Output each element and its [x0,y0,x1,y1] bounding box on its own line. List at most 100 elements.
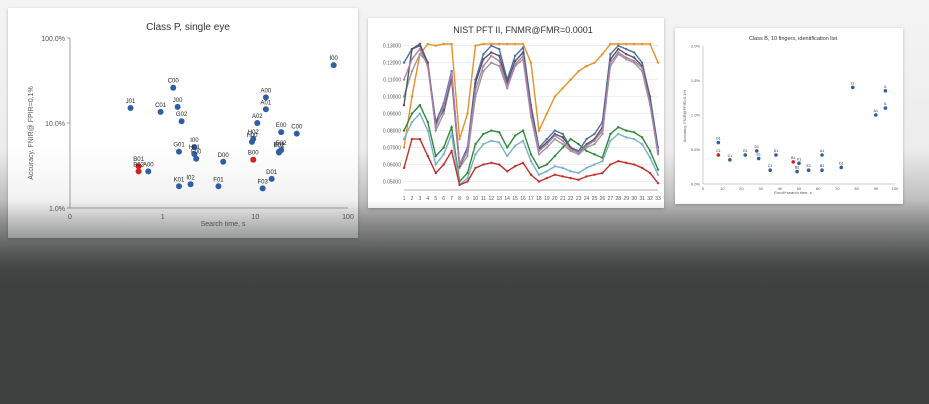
series-point [656,61,660,64]
data-point [330,62,337,69]
data-point [187,181,194,188]
point-label: H00 [246,133,258,139]
data-point [716,153,721,157]
series-point [442,146,445,149]
x-tick-label: 2 [411,196,414,202]
series-point [418,42,422,46]
x-tick-label: 29 [623,196,629,202]
series-point [585,64,588,68]
series-point [609,52,612,56]
x-tick-label: 1 [161,214,165,221]
data-point [135,168,142,175]
y-axis-label: Accuracy, FNIR@ FPIR=0.1% [28,86,35,180]
chart-title: NIST PFT II, FNMR@FMR=0.0001 [453,25,593,35]
series-point [529,159,533,163]
data-point [175,148,182,155]
series-point [569,148,572,151]
series-point [545,112,549,115]
series-point [577,171,580,175]
y-tick-label: 0.12000 [383,61,401,67]
series-point [505,42,509,46]
x-axis-label: Search time, s [201,221,246,228]
data-point [883,89,888,93]
series-point [490,51,493,54]
data-point [820,153,824,157]
series-point [632,51,636,54]
series-point [625,42,628,46]
series-point [553,173,557,176]
data-point [756,156,761,161]
series-point [561,86,564,90]
point-label: A00 [143,162,154,168]
series-point [402,61,406,64]
series-point [609,132,612,136]
series-point [632,56,636,59]
point-label: H01 [189,145,201,151]
series-point [609,61,612,64]
series-point [561,139,564,142]
series-point [466,180,469,183]
series-point [609,58,612,61]
point-label: B01 [133,157,144,163]
series-point [577,178,580,182]
series-point [609,42,612,46]
series-point [458,163,461,166]
x-tick-label: 11 [481,196,486,202]
x-tick-label: 7 [450,196,453,202]
point-label: C1 [716,149,721,153]
series-point [593,132,596,136]
series-point [609,163,612,166]
series-point [498,163,501,166]
series-point [648,156,652,159]
series-point [482,69,485,73]
y-axis-label: Accuracy, FNIR@FPIR=0.1% [682,89,687,142]
point-label: I02 [186,175,195,181]
series-point [434,154,437,158]
data-point [175,183,182,190]
data-point [254,120,261,126]
x-tick-label: 60 [816,186,821,191]
data-point [850,85,855,90]
series-point [442,42,445,46]
series-point [426,129,430,132]
x-tick-label: 10 [251,214,259,221]
series-point [521,51,525,54]
y-tick-label: 0.13000 [383,44,401,50]
data-point [268,175,275,182]
data-point [248,138,255,145]
series-point [529,153,533,156]
point-label: E00 [276,123,287,129]
point-label: J00 [173,98,183,104]
y-tick-label: 0.05000 [383,180,401,186]
chart-nist-pft: NIST PFT II, FNMR@FMR=0.0001 0.05000 0.06… [383,25,661,202]
series-point [410,69,414,73]
series-point [482,52,485,56]
y-tick-label: 0.5% [691,147,701,152]
data-point [278,129,285,136]
data-point [135,163,142,170]
series-point [585,166,588,170]
data-point [191,144,198,151]
series-point [426,120,430,124]
series-point [537,129,541,132]
series-point [632,59,636,63]
series-point [545,170,549,173]
point-label: C1 [768,164,773,168]
point-label: F02 [274,143,285,149]
series-point [442,163,445,166]
series-point [466,112,469,115]
point-label: E1 [757,152,761,156]
series-point [561,142,564,146]
series-point [640,142,644,146]
series-point [617,44,620,47]
x-tick-label: 26 [600,196,606,202]
point-label: C00 [168,79,180,85]
series-point [545,176,549,180]
series-point [482,132,485,136]
series-point [521,42,525,46]
series-point [450,69,453,73]
series-point [625,161,628,165]
series-point [490,54,493,58]
x-tick-label: 8 [458,196,461,202]
x-tick-label: 9 [466,196,469,202]
